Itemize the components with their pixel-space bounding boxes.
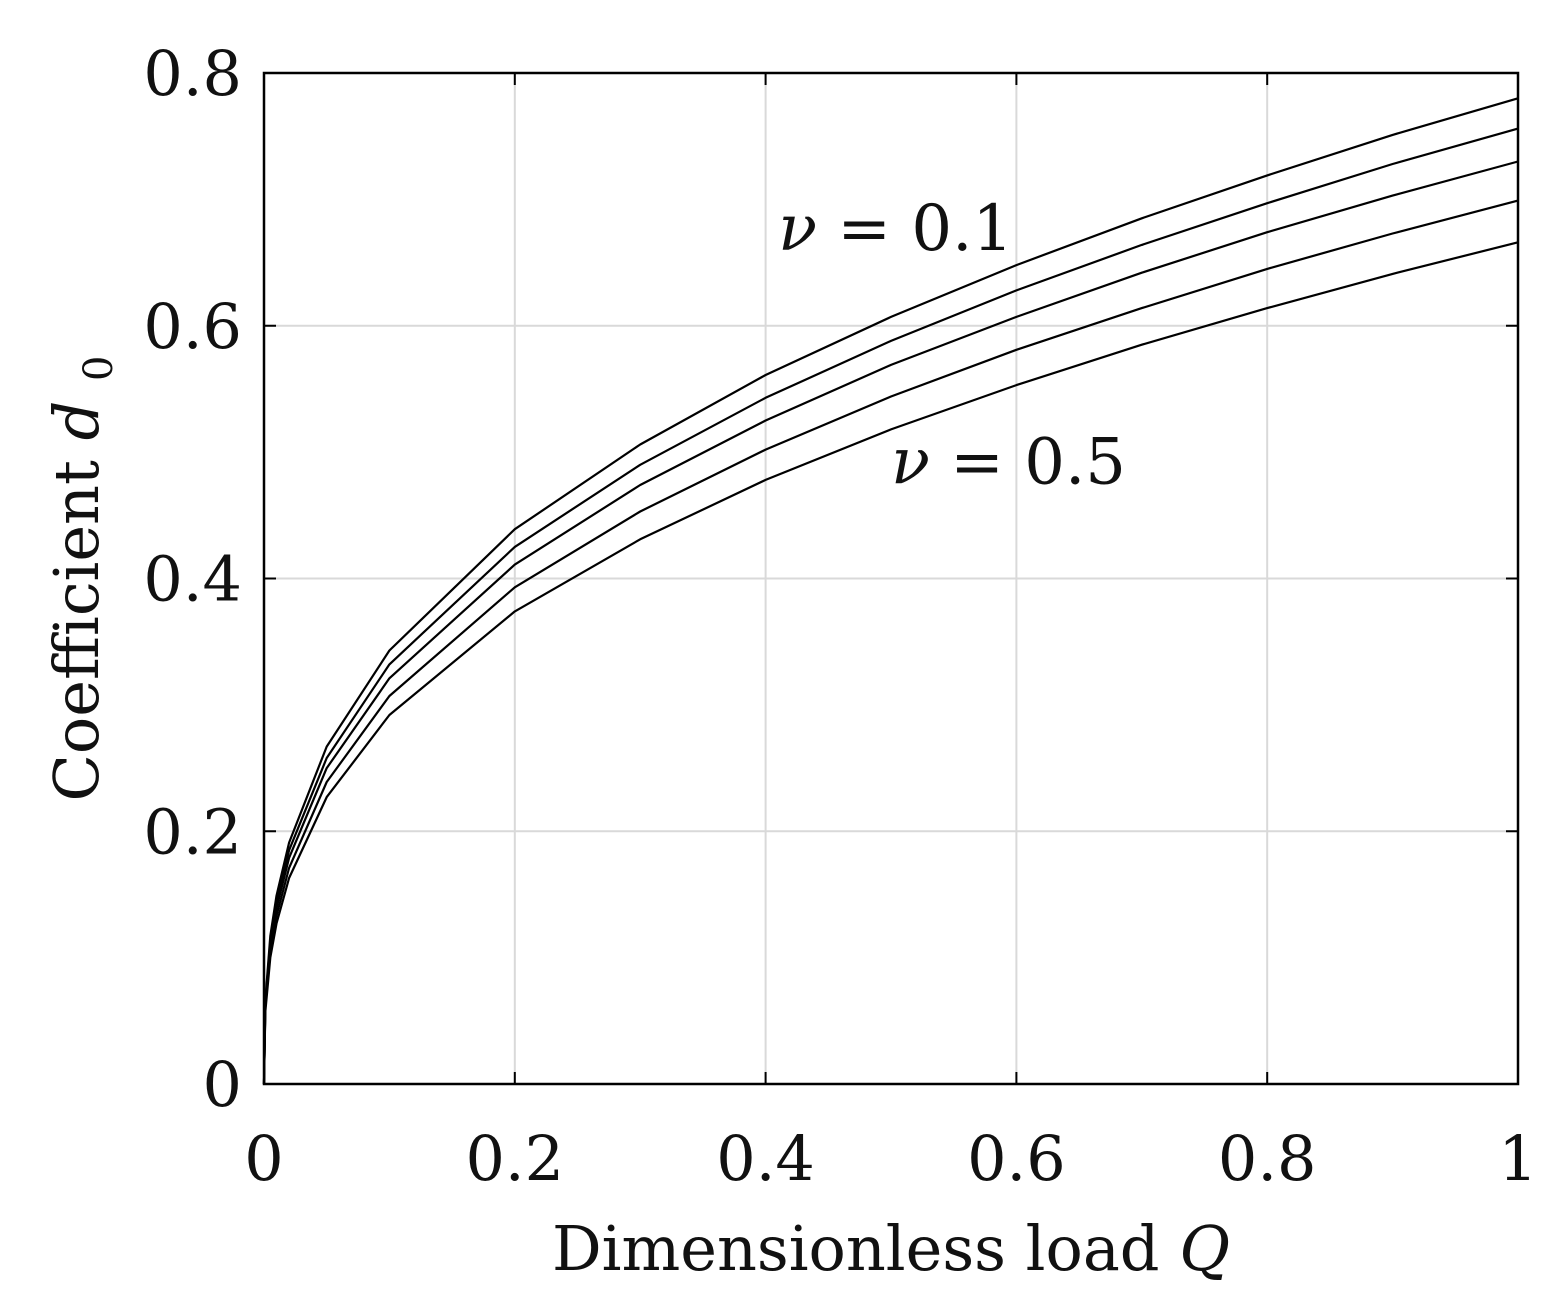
series-line-5: [262, 241, 1519, 1085]
series-line-4: [262, 199, 1519, 1085]
grid: [264, 73, 1518, 1084]
y-tick-label: 0.4: [143, 543, 242, 616]
y-axis-title-symbol: d: [40, 401, 113, 441]
annotation-symbol: ν: [778, 192, 817, 266]
y-tick-label: 0: [203, 1048, 242, 1121]
y-axis-title-text: Coefficient: [40, 460, 113, 802]
x-tick-label: 0: [244, 1122, 283, 1195]
y-tick-label: 0.8: [143, 37, 242, 110]
x-tick-label: 0.2: [465, 1122, 564, 1195]
x-axis-title: Dimensionless load Q: [552, 1212, 1230, 1285]
y-axis-title: Coefficient d 0: [40, 355, 122, 801]
tick-labels: 0 0.2 0.4 0.6 0.8 1 0 0.2 0.4 0.6 0.8: [143, 37, 1537, 1195]
x-tick-label: 0.8: [1218, 1122, 1317, 1195]
annotations: ν = 0.1ν = 0.5: [778, 192, 1126, 500]
annotation-text: = 0.5: [930, 426, 1126, 500]
x-tick-label: 0.6: [967, 1122, 1066, 1195]
annotation-symbol: ν: [891, 426, 930, 500]
series-line-3: [262, 160, 1519, 1085]
x-tick-label: 0.4: [716, 1122, 815, 1195]
x-axis-title-symbol: Q: [1179, 1212, 1230, 1285]
x-axis-title-text: Dimensionless load: [552, 1212, 1160, 1285]
series-line-2: [262, 127, 1519, 1085]
y-tick-label: 0.6: [143, 290, 242, 363]
annotation-1: ν = 0.1: [778, 192, 1013, 266]
y-axis-title-subscript: 0: [76, 355, 122, 380]
x-tick-label: 1: [1498, 1122, 1537, 1195]
axis-ticks: [263, 72, 1519, 1085]
annotation-text: = 0.1: [817, 192, 1013, 266]
series-lines: [262, 97, 1519, 1085]
annotation-2: ν = 0.5: [891, 426, 1126, 500]
y-tick-label: 0.2: [143, 795, 242, 868]
